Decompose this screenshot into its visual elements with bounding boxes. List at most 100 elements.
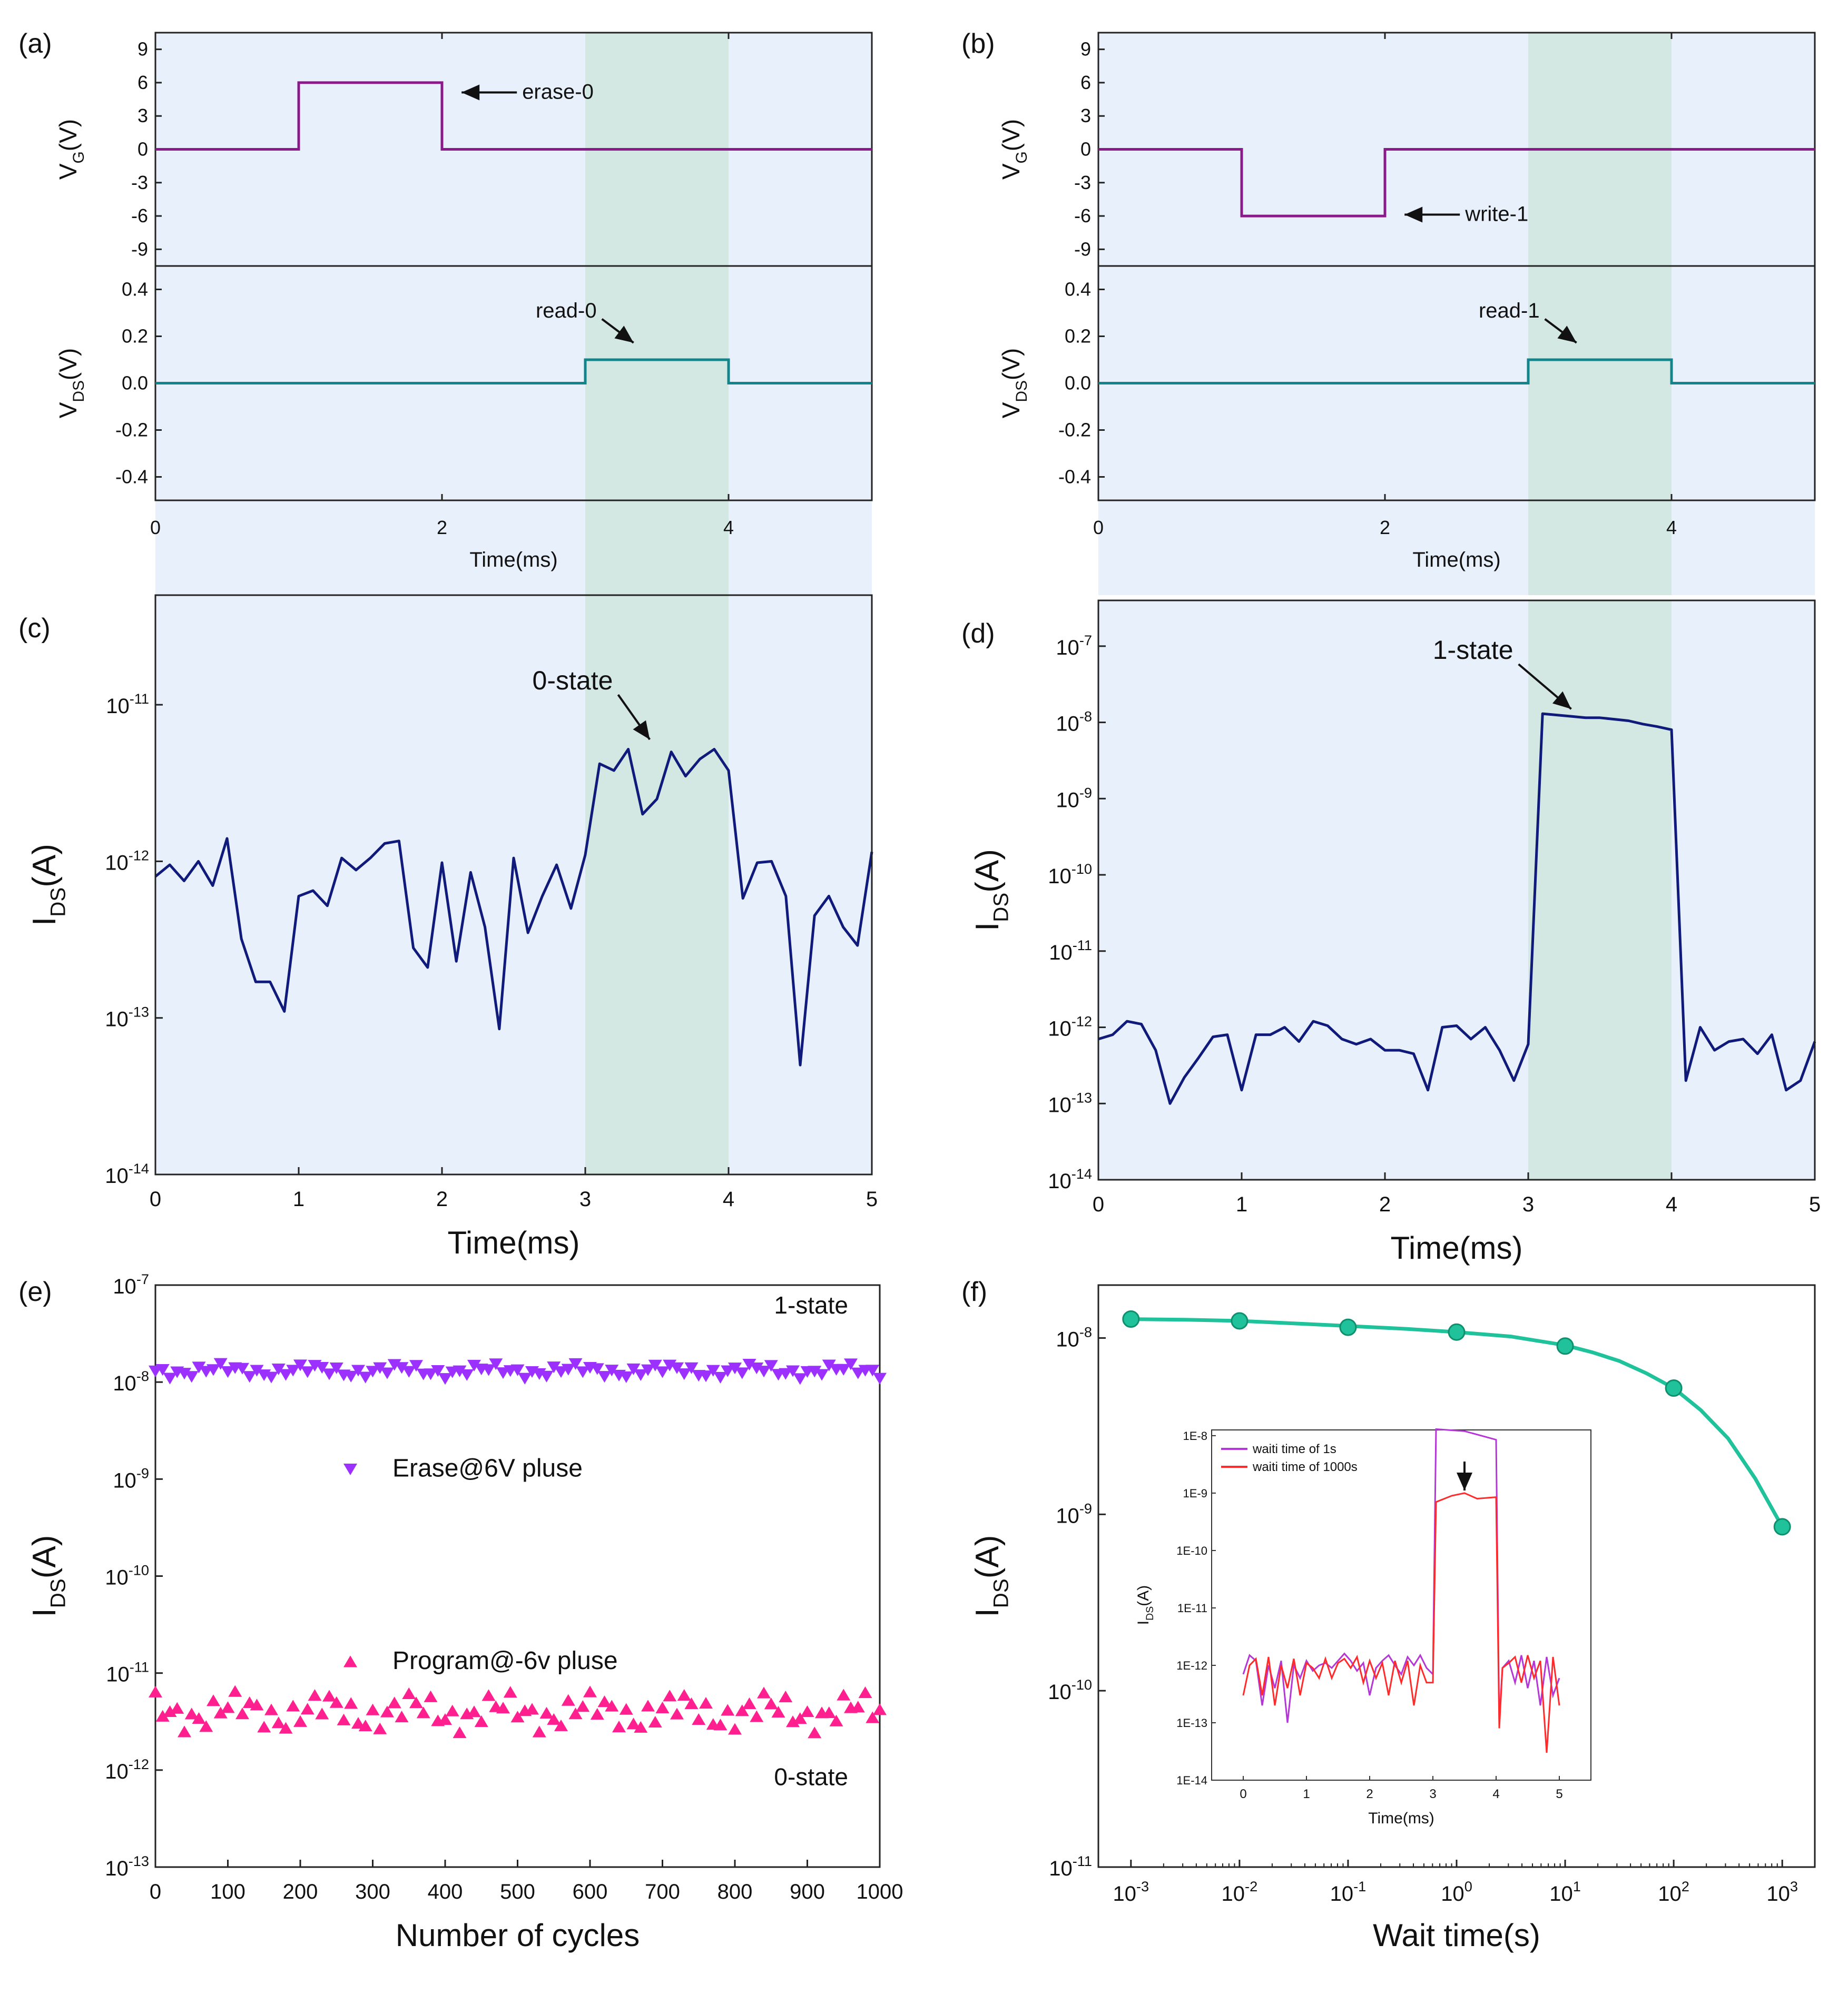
program-marker xyxy=(583,1685,597,1697)
program-marker xyxy=(677,1689,691,1701)
x-tick-label: 102 xyxy=(1658,1878,1689,1906)
erase-marker xyxy=(300,1366,314,1378)
erase-marker xyxy=(648,1359,662,1371)
x-axis-label: Wait time(s) xyxy=(1373,1918,1540,1953)
erase-marker xyxy=(163,1373,177,1385)
program-marker xyxy=(474,1715,488,1727)
erase-marker xyxy=(699,1370,713,1383)
erase-marker xyxy=(554,1366,568,1378)
vg-pulse-line xyxy=(155,81,872,151)
y-axis-label-top: VG(V) xyxy=(997,119,1030,180)
y-axis-label: IDS(A) xyxy=(969,849,1013,931)
erase-marker xyxy=(605,1365,619,1377)
current-trace xyxy=(1098,712,1816,1105)
erase-marker xyxy=(721,1365,735,1377)
program-marker xyxy=(554,1719,568,1731)
program-marker xyxy=(539,1706,554,1719)
program-marker xyxy=(315,1707,329,1720)
y-tick-label: 10-14 xyxy=(105,1160,149,1188)
program-marker xyxy=(445,1704,459,1716)
x-tick-label: 4 xyxy=(723,1188,734,1211)
erase-marker xyxy=(742,1359,756,1371)
program-marker xyxy=(409,1696,423,1709)
y-tick-label: 3 xyxy=(1080,105,1091,126)
erase-marker xyxy=(184,1371,199,1383)
y-tick-label: -6 xyxy=(131,205,148,226)
y-tick-label: 10-10 xyxy=(1048,861,1092,888)
x-tick-label: 3 xyxy=(579,1188,591,1211)
x-tick-label: 700 xyxy=(645,1880,680,1903)
inset-y-tick-label: 1E-8 xyxy=(1183,1429,1207,1443)
y-axis-label-bottom: VDS(V) xyxy=(54,348,87,419)
program-marker xyxy=(271,1716,286,1729)
program-marker xyxy=(221,1701,235,1713)
erase-marker xyxy=(250,1365,264,1377)
program-marker xyxy=(590,1707,604,1720)
y-tick-label: 10-12 xyxy=(1048,1013,1092,1041)
y-tick-label: 10-14 xyxy=(1048,1166,1092,1193)
x-tick-label: 400 xyxy=(428,1880,463,1903)
y-tick-label: 0.2 xyxy=(1065,325,1091,347)
x-tick-label: 100 xyxy=(210,1880,245,1903)
y-tick-label: 10-9 xyxy=(1056,1500,1092,1527)
y-tick-label: -3 xyxy=(1074,172,1091,193)
program-marker xyxy=(786,1715,800,1728)
retention-point xyxy=(1665,1379,1683,1397)
program-marker xyxy=(771,1705,785,1718)
program-marker xyxy=(757,1686,771,1699)
program-marker xyxy=(822,1706,836,1719)
y-tick-label: 10-13 xyxy=(105,1853,149,1880)
erase-marker xyxy=(387,1359,401,1371)
program-marker xyxy=(481,1689,496,1701)
x-tick-label: 600 xyxy=(573,1880,608,1903)
y-tick-label: 10-7 xyxy=(113,1271,149,1298)
program-marker xyxy=(713,1719,728,1731)
erase-marker xyxy=(764,1360,778,1372)
x-axis-label: Time(ms) xyxy=(1390,1230,1522,1266)
inset-y-axis-label: IDS(A) xyxy=(1135,1585,1156,1625)
erase-marker xyxy=(641,1364,655,1376)
x-tick-label: 2 xyxy=(436,1188,448,1211)
program-marker xyxy=(576,1700,590,1712)
program-marker xyxy=(337,1713,351,1725)
erase-marker xyxy=(264,1371,278,1384)
program-marker xyxy=(829,1714,843,1726)
legend-marker xyxy=(343,1463,357,1476)
inset-trace-1s xyxy=(1242,1428,1560,1723)
annotation-label: write-1 xyxy=(1464,203,1528,226)
program-marker xyxy=(597,1695,612,1707)
program-marker xyxy=(250,1699,264,1711)
x-tick-label: 101 xyxy=(1549,1878,1581,1906)
erase-marker xyxy=(851,1367,865,1379)
y-tick-label: 6 xyxy=(137,72,148,93)
panel-label: (f) xyxy=(961,1277,987,1307)
x-axis-label: Number of cycles xyxy=(396,1918,640,1953)
x-tick-label: 1 xyxy=(1236,1193,1247,1216)
program-marker xyxy=(184,1707,199,1720)
erase-marker xyxy=(453,1365,467,1377)
y-tick-label: 10-8 xyxy=(1056,708,1092,736)
erase-marker xyxy=(866,1365,880,1377)
y-tick-label: 0 xyxy=(137,139,148,160)
y-tick-label: -0.2 xyxy=(115,419,148,441)
erase-marker xyxy=(634,1369,648,1381)
panel-c: 0 1 2 3 4 5 10-14 10-13 10-12 10-11 0-state Time(ms… xyxy=(18,594,878,1260)
erase-marker xyxy=(329,1362,343,1375)
inset-x-tick-label: 4 xyxy=(1492,1787,1499,1801)
erase-marker xyxy=(235,1363,249,1375)
program-marker xyxy=(380,1705,394,1717)
annotation-label: read-1 xyxy=(1479,299,1540,322)
plot-frame xyxy=(154,594,873,1176)
inset-frame xyxy=(1211,1429,1591,1781)
y-axis-label: IDS(A) xyxy=(969,1535,1013,1617)
erase-marker xyxy=(561,1364,575,1376)
erase-marker xyxy=(207,1364,220,1376)
y-axis-label-top: VG(V) xyxy=(54,119,87,180)
y-tick-label: 10-11 xyxy=(106,690,149,718)
y-tick-label: 10-10 xyxy=(105,1562,149,1590)
current-trace xyxy=(154,748,873,1067)
program-marker xyxy=(416,1706,430,1719)
x-tick-label: 4 xyxy=(1666,517,1677,538)
y-axis-label: IDS(A) xyxy=(26,1535,70,1617)
